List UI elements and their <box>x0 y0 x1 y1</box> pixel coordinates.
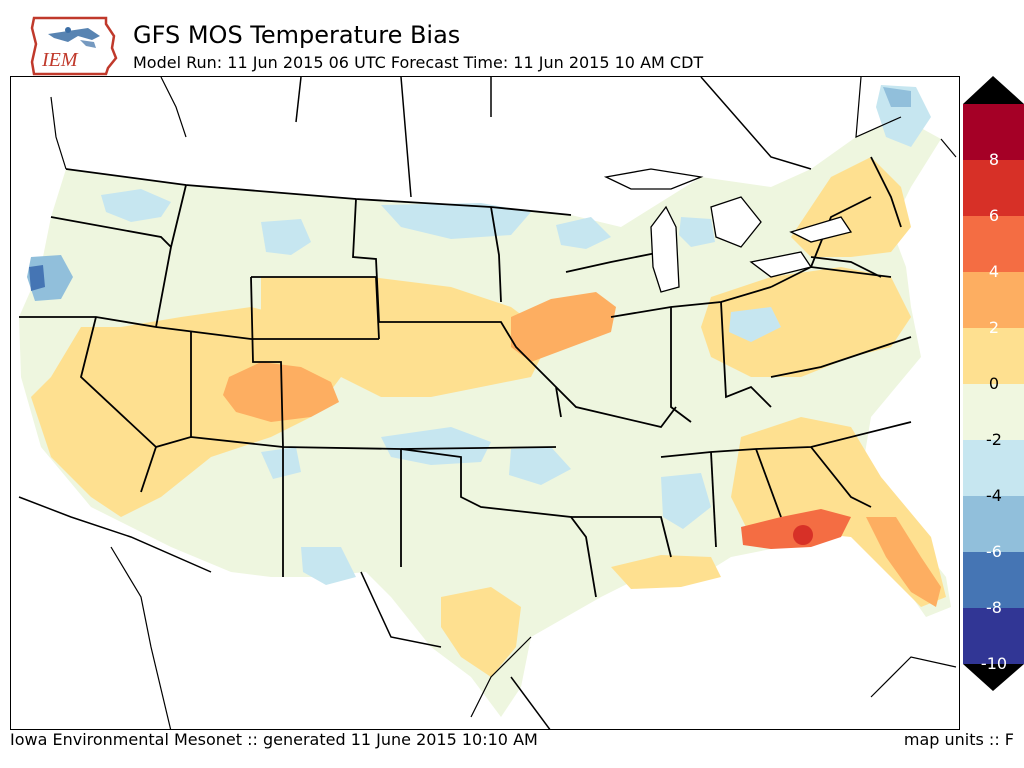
colorbar-over-arrow <box>963 76 1024 104</box>
oklahoma-cool-area <box>381 427 491 465</box>
oregon-coast-cold-spot <box>29 265 45 291</box>
colorbar-segment <box>963 496 1024 552</box>
colorbar-label: -4 <box>986 486 1002 505</box>
colorbar-label: 6 <box>988 206 1000 225</box>
dakotas-cool-area <box>381 203 531 239</box>
southwest-cool-area <box>301 547 356 585</box>
footer-credit: Iowa Environmental Mesonet :: generated … <box>10 730 538 749</box>
texas-north-cool-area <box>509 447 571 485</box>
pacific-nw-cool-area <box>101 189 171 222</box>
ohio-valley-warm-area <box>701 267 911 377</box>
colorbar-segment <box>963 216 1024 272</box>
coastlines <box>50 77 957 729</box>
new-mexico-cool-area <box>261 447 301 479</box>
logo-text: IEM <box>41 49 79 71</box>
colorbar-label: 8 <box>988 150 1000 169</box>
iowa-warm-patch <box>511 292 616 362</box>
colorbar-label: 2 <box>988 318 1000 337</box>
colorbar-label: -6 <box>986 542 1002 561</box>
great-lakes <box>603 168 853 293</box>
iem-logo: IEM <box>28 14 120 76</box>
colorbar-label: 0 <box>988 374 1000 393</box>
louisiana-warm-area <box>611 555 721 589</box>
plains-warm-area <box>261 277 551 397</box>
colorbar-segment <box>963 384 1024 440</box>
colorbar-label: -8 <box>986 598 1002 617</box>
florida-warm-patch <box>866 517 941 607</box>
maine-colder-spot <box>883 87 911 107</box>
colorbar-segment <box>963 440 1024 496</box>
arkansas-cool-area <box>661 473 711 529</box>
conus-field <box>19 117 951 717</box>
colorbar-segment <box>963 328 1024 384</box>
great-lakes-cool-area <box>556 217 611 249</box>
map-subtitle: Model Run: 11 Jun 2015 06 UTC Forecast T… <box>133 53 704 72</box>
colorbar-segment <box>963 272 1024 328</box>
colorbar-label: 4 <box>988 262 1000 281</box>
country-borders <box>18 77 812 729</box>
colorbar-label: -2 <box>986 430 1002 449</box>
colorbar-label: 10 <box>983 18 1005 37</box>
colorbar-segment <box>963 552 1024 608</box>
gulf-coast-hottest-spot <box>793 525 813 545</box>
colorbar-segment <box>963 160 1024 216</box>
ohio-cool-area <box>729 307 781 342</box>
texas-warm-area <box>441 587 521 677</box>
west-warm-area <box>31 307 341 517</box>
map-title: GFS MOS Temperature Bias <box>133 21 461 49</box>
colorbar-under-arrow <box>963 664 1024 691</box>
state-borders <box>19 156 912 598</box>
footer-units: map units :: F <box>903 730 1014 749</box>
colorbar <box>963 76 1024 691</box>
map-panel[interactable] <box>10 76 960 730</box>
colorbar-label: -10 <box>980 654 1008 673</box>
colorbar-segment <box>963 104 1024 160</box>
colorbar-segment <box>963 608 1024 664</box>
michigan-cool-area <box>679 217 715 247</box>
montana-cool-area <box>261 219 311 255</box>
